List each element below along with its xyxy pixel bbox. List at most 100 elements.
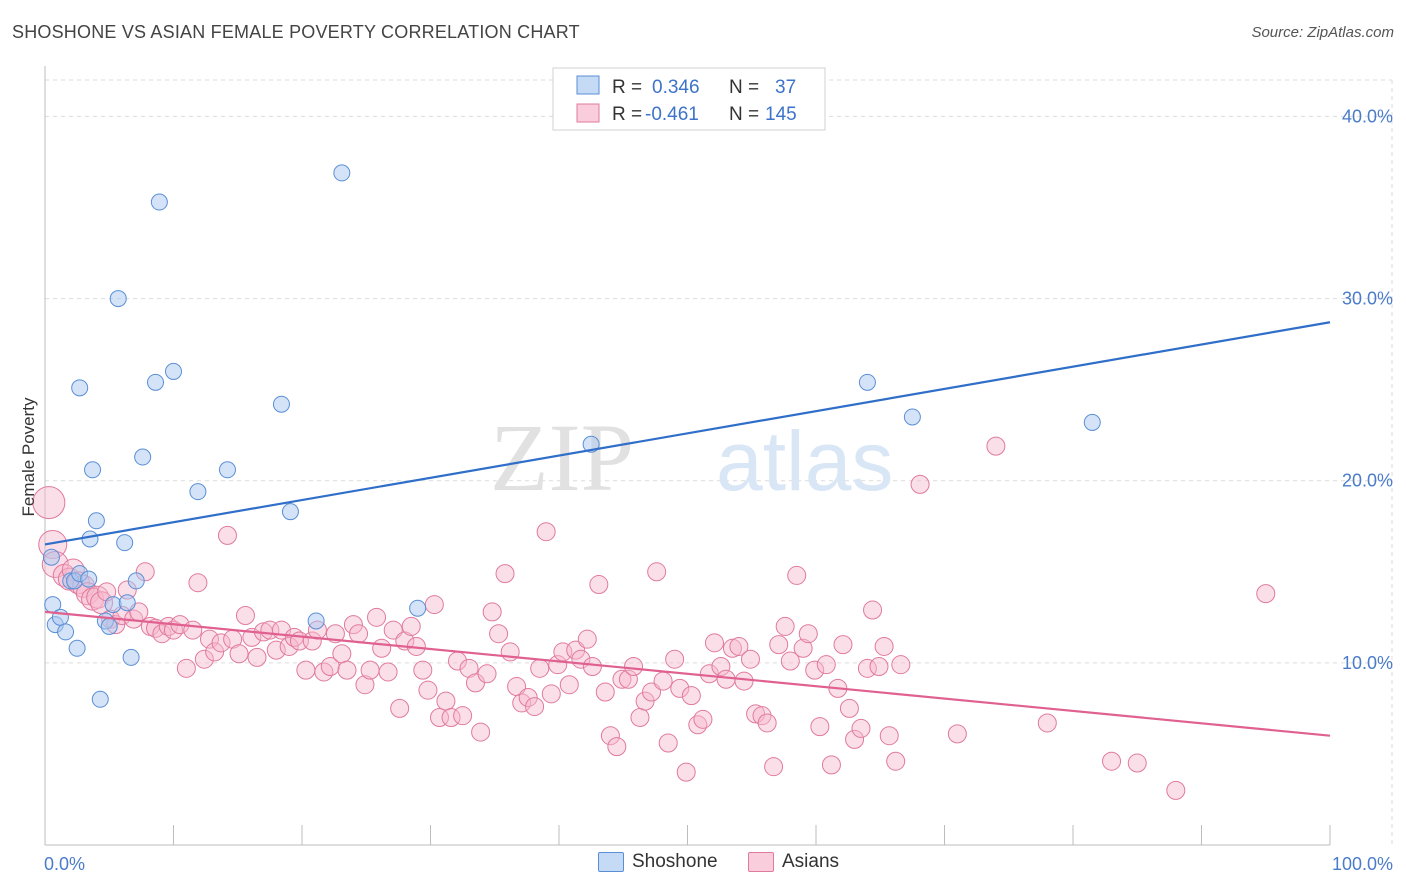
asians-point [194,649,214,669]
asians-point [910,474,930,494]
shoshone-point [165,362,182,380]
chart-source: Source: ZipAtlas.com [1251,24,1394,41]
asians-point [845,729,865,749]
asians-point [320,657,340,676]
asians-point [647,562,667,582]
asians-point [816,655,836,675]
asians-point [530,658,550,678]
asians-point [805,660,825,680]
asians-point [32,486,66,520]
asians-point [681,686,701,706]
axes [44,66,1331,846]
asians-point [424,595,444,615]
legend-n-value-shoshone: 37 [775,77,796,98]
asians-point [589,575,609,595]
asians-point [355,675,375,695]
asians-point [947,724,967,744]
shoshone-point [1083,413,1101,431]
asians-point [477,664,497,684]
chart-title: SHOSHONE VS ASIAN FEMALE POVERTY CORRELA… [12,22,580,42]
asians-point [383,620,403,640]
asians-point [360,660,380,680]
shoshone-point [118,594,136,612]
asians-point [418,680,438,700]
legend-swatch-pink [748,852,774,872]
trend-lines [44,321,1331,737]
asians-point [891,655,911,675]
asians-point [630,708,650,727]
y-tick-label: 30.0% [1342,289,1393,309]
asians-point [229,644,249,664]
shoshone-point [116,534,134,552]
asians-point [1256,584,1276,604]
asians-point [1166,780,1186,800]
shoshone-point [80,570,98,588]
asians-point [839,698,859,718]
asians-point [665,649,685,669]
shoshone-point [91,690,109,708]
asians-point [624,657,644,676]
stats-legend: R = 0.346 N = 37 R = -0.461 N = 145 [552,67,826,131]
asians-point [1127,753,1147,773]
asians-point [658,733,678,753]
asians-point [874,636,894,656]
shoshone-point [307,612,325,630]
asians-point [863,600,883,620]
shoshone-point [84,461,102,479]
shoshone-point [109,290,127,308]
legend-n-label-shoshone: N = [729,77,759,98]
asians-point [188,573,208,593]
asians-point [429,708,449,727]
shoshone-point [71,379,89,397]
shoshone-point [100,617,118,635]
asians-point [413,660,433,680]
asians-point [582,657,602,676]
shoshone-point [81,530,99,548]
asians-point [199,629,219,649]
watermark-zip: ZIP [490,404,634,511]
legend-r-label-asians: R = [612,104,642,125]
asians-point [869,657,889,676]
legend-r-value-shoshone: 0.346 [652,77,700,98]
legend-r-label-shoshone: R = [612,77,642,98]
asians-point [471,722,491,742]
asians-point [390,698,410,718]
asians-point [775,616,795,636]
watermark: ZIP atlas [490,404,893,511]
asians-point [764,757,784,777]
asians-point [810,717,830,737]
asians-point [525,697,545,717]
asians-point [769,635,789,655]
asians-point [787,565,807,585]
asians-point [176,658,196,678]
asians-point [729,636,749,656]
asians-point [367,607,387,627]
asians-point [266,640,286,660]
asians-point [378,662,398,682]
series-asians [32,436,1276,800]
asians-point [653,671,673,691]
asians-point [607,737,627,757]
asians-point [618,669,638,689]
asians-point [676,762,696,782]
asians-point [716,669,736,689]
asians-trend-line [44,610,1331,737]
tick-labels: 10.0% 20.0% 30.0% 40.0% 0.0% 100.0% [44,106,1393,874]
asians-point [821,755,841,775]
shoshone-point [189,483,207,501]
asians-point [986,436,1006,456]
y-tick-label: 10.0% [1342,653,1393,673]
asians-point [296,660,316,680]
shoshone-point [150,193,168,211]
asians-point [886,751,906,771]
asians-point [489,624,509,644]
shoshone-point [68,639,86,657]
shoshone-point [104,596,122,614]
asians-point [879,726,899,746]
shoshone-point [218,461,236,479]
asians-point [734,671,754,691]
legend-n-label-asians: N = [729,104,759,125]
asians-point [332,644,352,664]
shoshone-point [42,548,60,566]
